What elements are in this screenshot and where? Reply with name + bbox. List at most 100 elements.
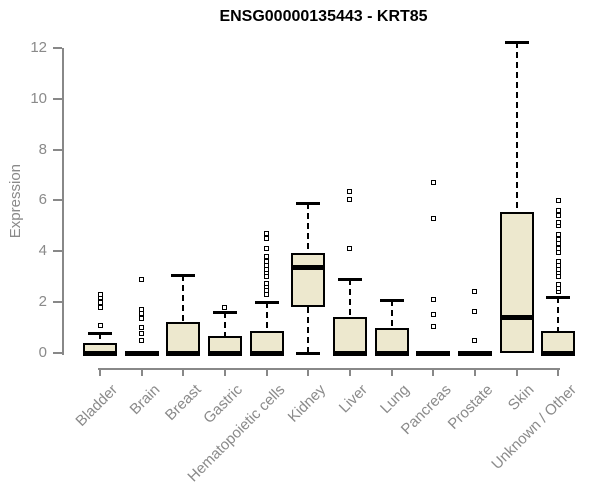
y-tick-mark [53,46,62,49]
outlier-point-unknown-other [555,281,561,287]
box-kidney [291,252,326,308]
y-tick-label: 8 [38,140,47,158]
outlier-point-pancreas [430,215,436,221]
upper-whisker-gastric [223,312,226,337]
upper-whisker-bladder [99,332,101,343]
outlier-point-bladder [97,292,103,298]
outlier-point-liver [347,196,353,202]
outlier-point-prostate [472,289,478,295]
x-tick-label-bladder: Bladder [72,381,122,430]
y-tick-mark [53,250,62,253]
upper-whisker-cap-skin [504,40,529,44]
outlier-point-hematopoietic-cells [264,280,270,286]
outlier-point-unknown-other [555,208,561,214]
y-tick-mark [53,148,62,151]
box-lung [374,327,409,353]
x-tick-mark [348,368,351,376]
x-tick-mark [307,368,310,376]
median-pancreas [416,350,451,356]
y-tick-mark [53,301,62,304]
outlier-point-gastric [222,304,228,310]
x-tick-mark [99,368,101,376]
outlier-point-brain [139,337,145,343]
x-tick-mark [432,368,435,376]
median-lung [374,350,409,356]
x-tick-mark [557,368,560,376]
upper-whisker-cap-hematopoietic-cells [254,301,279,305]
y-tick-label: 4 [38,242,47,260]
median-prostate [457,350,492,356]
outlier-point-pancreas [430,297,436,303]
box-liver [332,317,367,353]
median-breast [166,350,201,356]
y-tick-mark [53,352,62,354]
outlier-point-brain [139,331,145,337]
outlier-point-brain [139,276,145,282]
x-tick-label-prostate: Prostate [444,381,497,433]
upper-whisker-cap-lung [379,298,404,302]
outlier-point-hematopoietic-cells [264,236,270,242]
y-tick-label: 2 [38,293,47,311]
y-tick-mark [53,199,62,202]
y-axis-line [62,48,64,355]
outlier-point-hematopoietic-cells [264,253,270,259]
x-tick-label-breast: Breast [161,381,205,424]
median-brain [124,350,159,356]
median-kidney [291,265,326,271]
upper-whisker-hematopoietic-cells [265,302,268,332]
lower-whisker-kidney [307,307,310,353]
upper-whisker-cap-gastric [212,311,237,315]
outlier-point-unknown-other [555,219,561,225]
outlier-point-unknown-other [555,237,561,243]
x-tick-label-brain: Brain [126,381,163,419]
outlier-point-hematopoietic-cells [264,246,270,252]
y-tick-mark [53,97,62,100]
upper-whisker-skin [515,41,518,212]
upper-whisker-cap-breast [171,274,196,278]
outlier-point-bladder [97,299,103,305]
outlier-point-prostate [472,337,478,343]
upper-whisker-cap-bladder [88,331,112,335]
outlier-point-unknown-other [555,246,561,252]
x-tick-mark [223,368,226,376]
upper-whisker-cap-liver [337,278,362,282]
outlier-point-bladder [97,322,103,328]
outlier-point-unknown-other [555,232,561,238]
x-tick-mark [182,368,185,376]
x-tick-label-liver: Liver [336,381,372,417]
x-tick-mark [140,368,143,376]
upper-whisker-kidney [307,203,310,253]
outlier-point-pancreas [430,323,436,329]
outlier-point-hematopoietic-cells [264,258,270,264]
x-tick-label-kidney: Kidney [285,381,330,426]
outlier-point-brain [139,325,145,331]
median-bladder [83,350,117,356]
x-axis-line [98,368,560,370]
x-tick-label-lung: Lung [377,381,413,417]
upper-whisker-breast [182,275,185,323]
x-tick-mark [390,368,393,376]
lower-whisker-cap-kidney [296,352,321,355]
outlier-point-liver [347,189,353,195]
x-tick-label-skin: Skin [505,381,538,414]
y-axis-title: Expression [6,163,24,239]
median-hematopoietic-cells [249,350,284,356]
upper-whisker-lung [390,299,393,328]
x-tick-mark [515,368,518,376]
y-tick-label: 6 [38,191,47,209]
box-skin [499,211,534,353]
upper-whisker-liver [348,279,351,318]
median-skin [499,314,534,320]
outlier-point-brain [139,316,145,322]
outlier-point-unknown-other [555,197,561,203]
outlier-point-hematopoietic-cells [264,231,270,237]
outlier-point-pancreas [430,312,436,318]
upper-whisker-cap-unknown-other [546,296,571,300]
outlier-point-prostate [472,308,478,314]
median-gastric [207,350,242,356]
median-unknown-other [541,350,576,356]
box-breast [166,322,201,353]
median-liver [332,350,367,356]
y-tick-label: 0 [38,344,47,361]
